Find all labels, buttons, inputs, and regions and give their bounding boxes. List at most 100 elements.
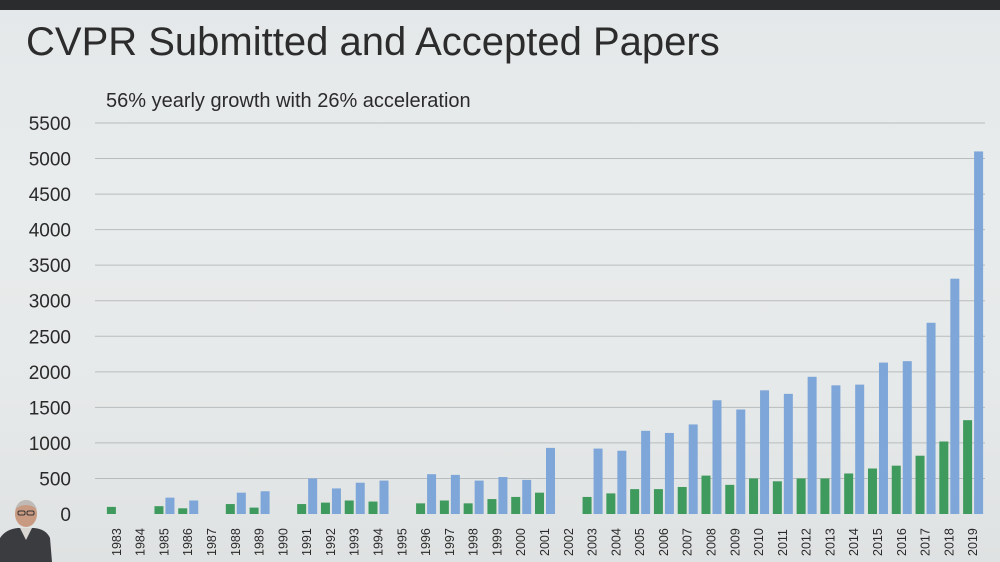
x-tick-label: 1989 [253,528,267,556]
submitted-bar-2015 [878,362,888,514]
x-tick-label: 2011 [776,529,790,556]
x-tick-label: 1994 [372,528,386,556]
submitted-bar-1992 [331,488,341,514]
accepted-bar-1988 [225,504,235,514]
submitted-bar-2014 [855,384,865,514]
submitted-bar-2003 [593,448,603,514]
x-tick-label: 1984 [134,528,148,556]
accepted-bar-2006 [653,489,663,514]
bars [106,151,984,514]
x-tick-label: 1983 [110,528,124,556]
accepted-bar-2009 [725,484,735,514]
y-tick-label: 0 [60,505,71,526]
accepted-bar-2007 [677,486,687,514]
x-tick-label: 1993 [348,528,362,556]
y-tick-label: 2500 [29,327,71,348]
grid-lines [95,122,985,479]
accepted-bar-1985 [154,506,164,514]
x-tick-label: 1988 [229,528,243,556]
x-tick-label: 2003 [586,528,600,556]
accepted-bar-1999 [487,499,497,514]
x-tick-label: 2008 [704,528,718,556]
y-tick-label: 4000 [29,221,71,242]
accepted-bar-2000 [511,496,521,514]
x-tick-label: 2002 [562,528,576,556]
x-tick-label: 1986 [181,528,195,556]
x-tick-label: 2006 [657,528,671,556]
accepted-bar-1983 [106,506,116,514]
y-tick-label: 3500 [29,256,71,277]
submitted-bar-2011 [783,393,793,514]
submitted-bar-2019 [974,151,984,514]
submitted-bar-1998 [474,480,484,514]
accepted-bar-2017 [915,455,925,514]
accepted-bar-2004 [606,493,616,514]
x-tick-label: 2005 [633,528,647,556]
accepted-bar-2019 [963,420,973,514]
submitted-bar-2000 [522,479,532,514]
y-tick-label: 2000 [29,363,71,384]
x-tick-label: 2013 [823,528,837,556]
x-tick-label: 2017 [919,528,933,556]
x-tick-label: 2016 [895,528,909,556]
submitted-bar-2009 [736,409,746,514]
submitted-bar-1988 [236,492,246,514]
submitted-bar-2016 [902,361,912,514]
y-tick-label: 3000 [29,292,71,313]
accepted-bar-1992 [320,502,330,514]
x-tick-label: 1985 [157,528,171,556]
submitted-bar-1986 [189,500,199,514]
x-tick-label: 1995 [395,528,409,556]
accepted-bar-1997 [439,500,449,514]
x-tick-label: 1991 [300,528,314,556]
y-tick-label: 500 [39,469,71,490]
x-tick-label: 1997 [443,528,457,556]
submitted-bar-1993 [355,482,365,514]
accepted-bar-1994 [368,501,378,514]
accepted-bar-1991 [297,504,307,514]
submitted-bar-2013 [831,385,841,514]
x-tick-label: 2019 [966,528,980,556]
x-tick-label: 1987 [205,528,219,556]
x-tick-label: 1999 [490,528,504,556]
accepted-bar-2008 [701,475,711,514]
submitted-bar-2001 [546,447,555,514]
x-tick-label: 2012 [800,528,814,556]
x-tick-label: 2000 [514,528,528,556]
accepted-bar-2001 [535,492,544,514]
x-tick-label: 2009 [728,528,742,556]
submitted-bar-2018 [950,278,960,514]
accepted-bar-2012 [796,478,806,514]
submitted-bar-1996 [427,474,437,514]
x-tick-label: 2014 [847,528,861,556]
accepted-bar-2018 [939,441,949,514]
x-tick-label: 1998 [467,528,481,556]
submitted-bar-1991 [308,478,318,514]
submitted-bar-2010 [760,390,770,514]
y-tick-label: 1000 [29,434,71,455]
submitted-bar-2008 [712,400,722,514]
accepted-bar-2013 [820,478,830,514]
y-axis: 5500500045004000350030002500200015001000… [29,114,71,526]
x-tick-label: 2007 [681,528,695,556]
submitted-bar-2017 [926,322,936,514]
x-tick-label: 2018 [942,528,956,556]
x-tick-label: 2004 [609,528,623,556]
presenter-person-icon [0,500,52,562]
accepted-bar-1998 [463,503,473,514]
x-tick-label: 1996 [419,528,433,556]
submitted-bar-2005 [641,430,651,514]
slide-title: CVPR Submitted and Accepted Papers [26,20,720,64]
submitted-bar-1999 [498,477,508,514]
x-tick-label: 1990 [276,528,290,556]
y-tick-label: 1500 [29,398,71,419]
x-tick-label: 2001 [538,528,552,556]
x-axis: 1983 1984 1985 1986 1987 1988 1989 1990 1991 1992… [110,528,980,556]
accepted-bar-2014 [844,473,854,514]
chart-annotation: 56% yearly growth with 26% acceleration [106,90,471,112]
projector-top-edge [0,0,1000,10]
accepted-bar-1986 [178,508,188,514]
submitted-bar-1985 [165,497,175,514]
